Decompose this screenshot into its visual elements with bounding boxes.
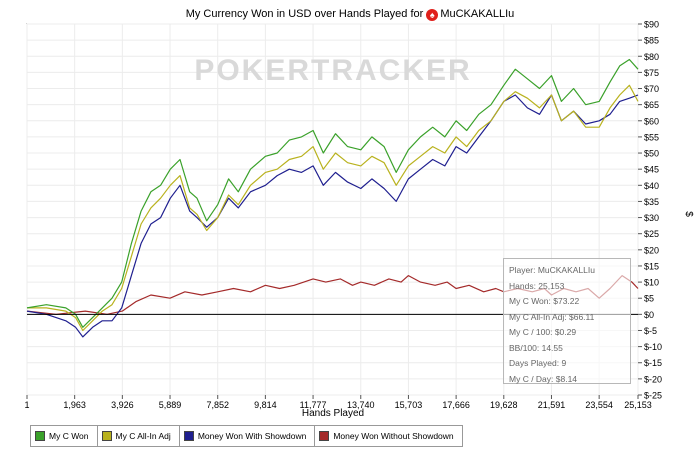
y-tick-label: $70 <box>644 84 659 94</box>
y-axis-ticks: $-25 $-20 $-15 $-10 $-5 $0 $5 $10 $15 $20 $25 $30 $3… <box>638 20 662 401</box>
x-tick-label: 5,889 <box>159 400 182 410</box>
y-tick-label: $-15 <box>644 358 662 368</box>
y-tick-label: $50 <box>644 149 659 159</box>
tooltip-line: My C / Day: $8.14 <box>509 373 578 384</box>
x-tick-label: 9,814 <box>254 400 277 410</box>
y-tick-label: $75 <box>644 68 659 78</box>
y-tick-label: $80 <box>644 52 659 62</box>
x-tick-label: 7,852 <box>206 400 229 410</box>
y-tick-label: $0 <box>644 310 654 320</box>
pokerstars-spade-icon: ♠ <box>426 9 439 21</box>
y-tick-label: $35 <box>644 197 659 207</box>
y-tick-label: $20 <box>644 245 659 255</box>
series-line-my-c-all-in-adj <box>27 84 639 332</box>
series-line-money-won-with-showdown <box>26 94 639 338</box>
y-tick-label: $55 <box>644 132 659 142</box>
legend-item-my-c-won[interactable]: My C Won <box>31 426 98 446</box>
y-tick-label: $60 <box>644 116 659 126</box>
x-tick-label: 13,740 <box>347 400 375 410</box>
legend-swatch <box>319 431 330 441</box>
y-tick-label: $90 <box>644 20 659 30</box>
tooltip-line: Hands: 25,153 <box>509 280 565 291</box>
y-tick-label: $5 <box>644 294 654 304</box>
summary-tooltip: Player: MuCKAKALLIu Hands: 25,153 My C W… <box>503 258 631 384</box>
x-tick-label: 21,591 <box>538 400 566 410</box>
y-tick-label: $85 <box>644 36 659 46</box>
y-tick-label: $45 <box>644 165 659 175</box>
x-tick-label: 1,963 <box>63 400 86 410</box>
y-axis-label: $ <box>683 211 694 217</box>
y-tick-label: $40 <box>644 181 659 191</box>
y-tick-label: $25 <box>644 229 659 239</box>
y-tick-label: $-25 <box>644 391 662 401</box>
y-tick-label: $15 <box>644 261 659 271</box>
legend-item-with-showdown[interactable]: Money Won With Showdown <box>180 426 316 446</box>
y-tick-label: $-10 <box>644 342 662 352</box>
chart-legend: My C Won My C All-In Adj Money Won With … <box>30 425 463 447</box>
x-tick-label: 1 <box>24 400 29 410</box>
x-tick-label: 17,666 <box>442 400 470 410</box>
y-tick-label: $-20 <box>644 374 662 384</box>
x-tick-label: 3,926 <box>111 400 134 410</box>
x-tick-label: 19,628 <box>490 400 518 410</box>
y-tick-label: $10 <box>644 278 659 288</box>
x-axis-label: Hands Played <box>302 408 364 419</box>
x-tick-label: 11,777 <box>300 400 327 410</box>
legend-label: My C All-In Adj <box>115 431 171 441</box>
x-tick-label: 25,153 <box>624 400 652 410</box>
legend-item-all-in-adj[interactable]: My C All-In Adj <box>98 426 180 446</box>
chart-title-text: My Currency Won in USD over Hands Played… <box>185 8 424 20</box>
legend-swatch <box>183 431 194 441</box>
chart-title: My Currency Won in USD over Hands Played… <box>0 8 700 21</box>
tooltip-line: Days Played: 9 <box>509 358 567 368</box>
legend-label: My C Won <box>49 431 89 441</box>
tooltip-line: Player: MuCKAKALLIu <box>509 265 595 275</box>
watermark: POKERTRACKER <box>194 54 471 87</box>
tooltip-line: My C All-In Adj: $66.11 <box>509 311 595 322</box>
y-tick-label: $30 <box>644 213 659 223</box>
legend-label: Money Won Without Showdown <box>333 431 454 441</box>
x-tick-label: 15,703 <box>395 400 423 410</box>
tooltip-line: My C Won: $73.22 <box>509 296 580 306</box>
legend-item-without-showdown[interactable]: Money Won Without Showdown <box>315 426 461 446</box>
series-line-my-c-won <box>26 58 639 328</box>
y-tick-label: $65 <box>644 100 659 110</box>
x-tick-label: 23,554 <box>585 400 613 410</box>
y-tick-label: $-5 <box>644 326 657 336</box>
tooltip-line: My C / 100: $0.29 <box>509 327 577 337</box>
x-axis-ticks: 1 1,963 3,926 5,889 7,852 9,814 11,777 13,740 15… <box>24 395 652 410</box>
tooltip-line: BB/100: 14.55 <box>509 342 563 353</box>
chart-title-player: MuCKAKALLIu <box>440 8 515 20</box>
legend-swatch <box>35 431 45 441</box>
legend-label: Money Won With Showdown <box>197 431 307 441</box>
legend-swatch <box>101 431 112 441</box>
